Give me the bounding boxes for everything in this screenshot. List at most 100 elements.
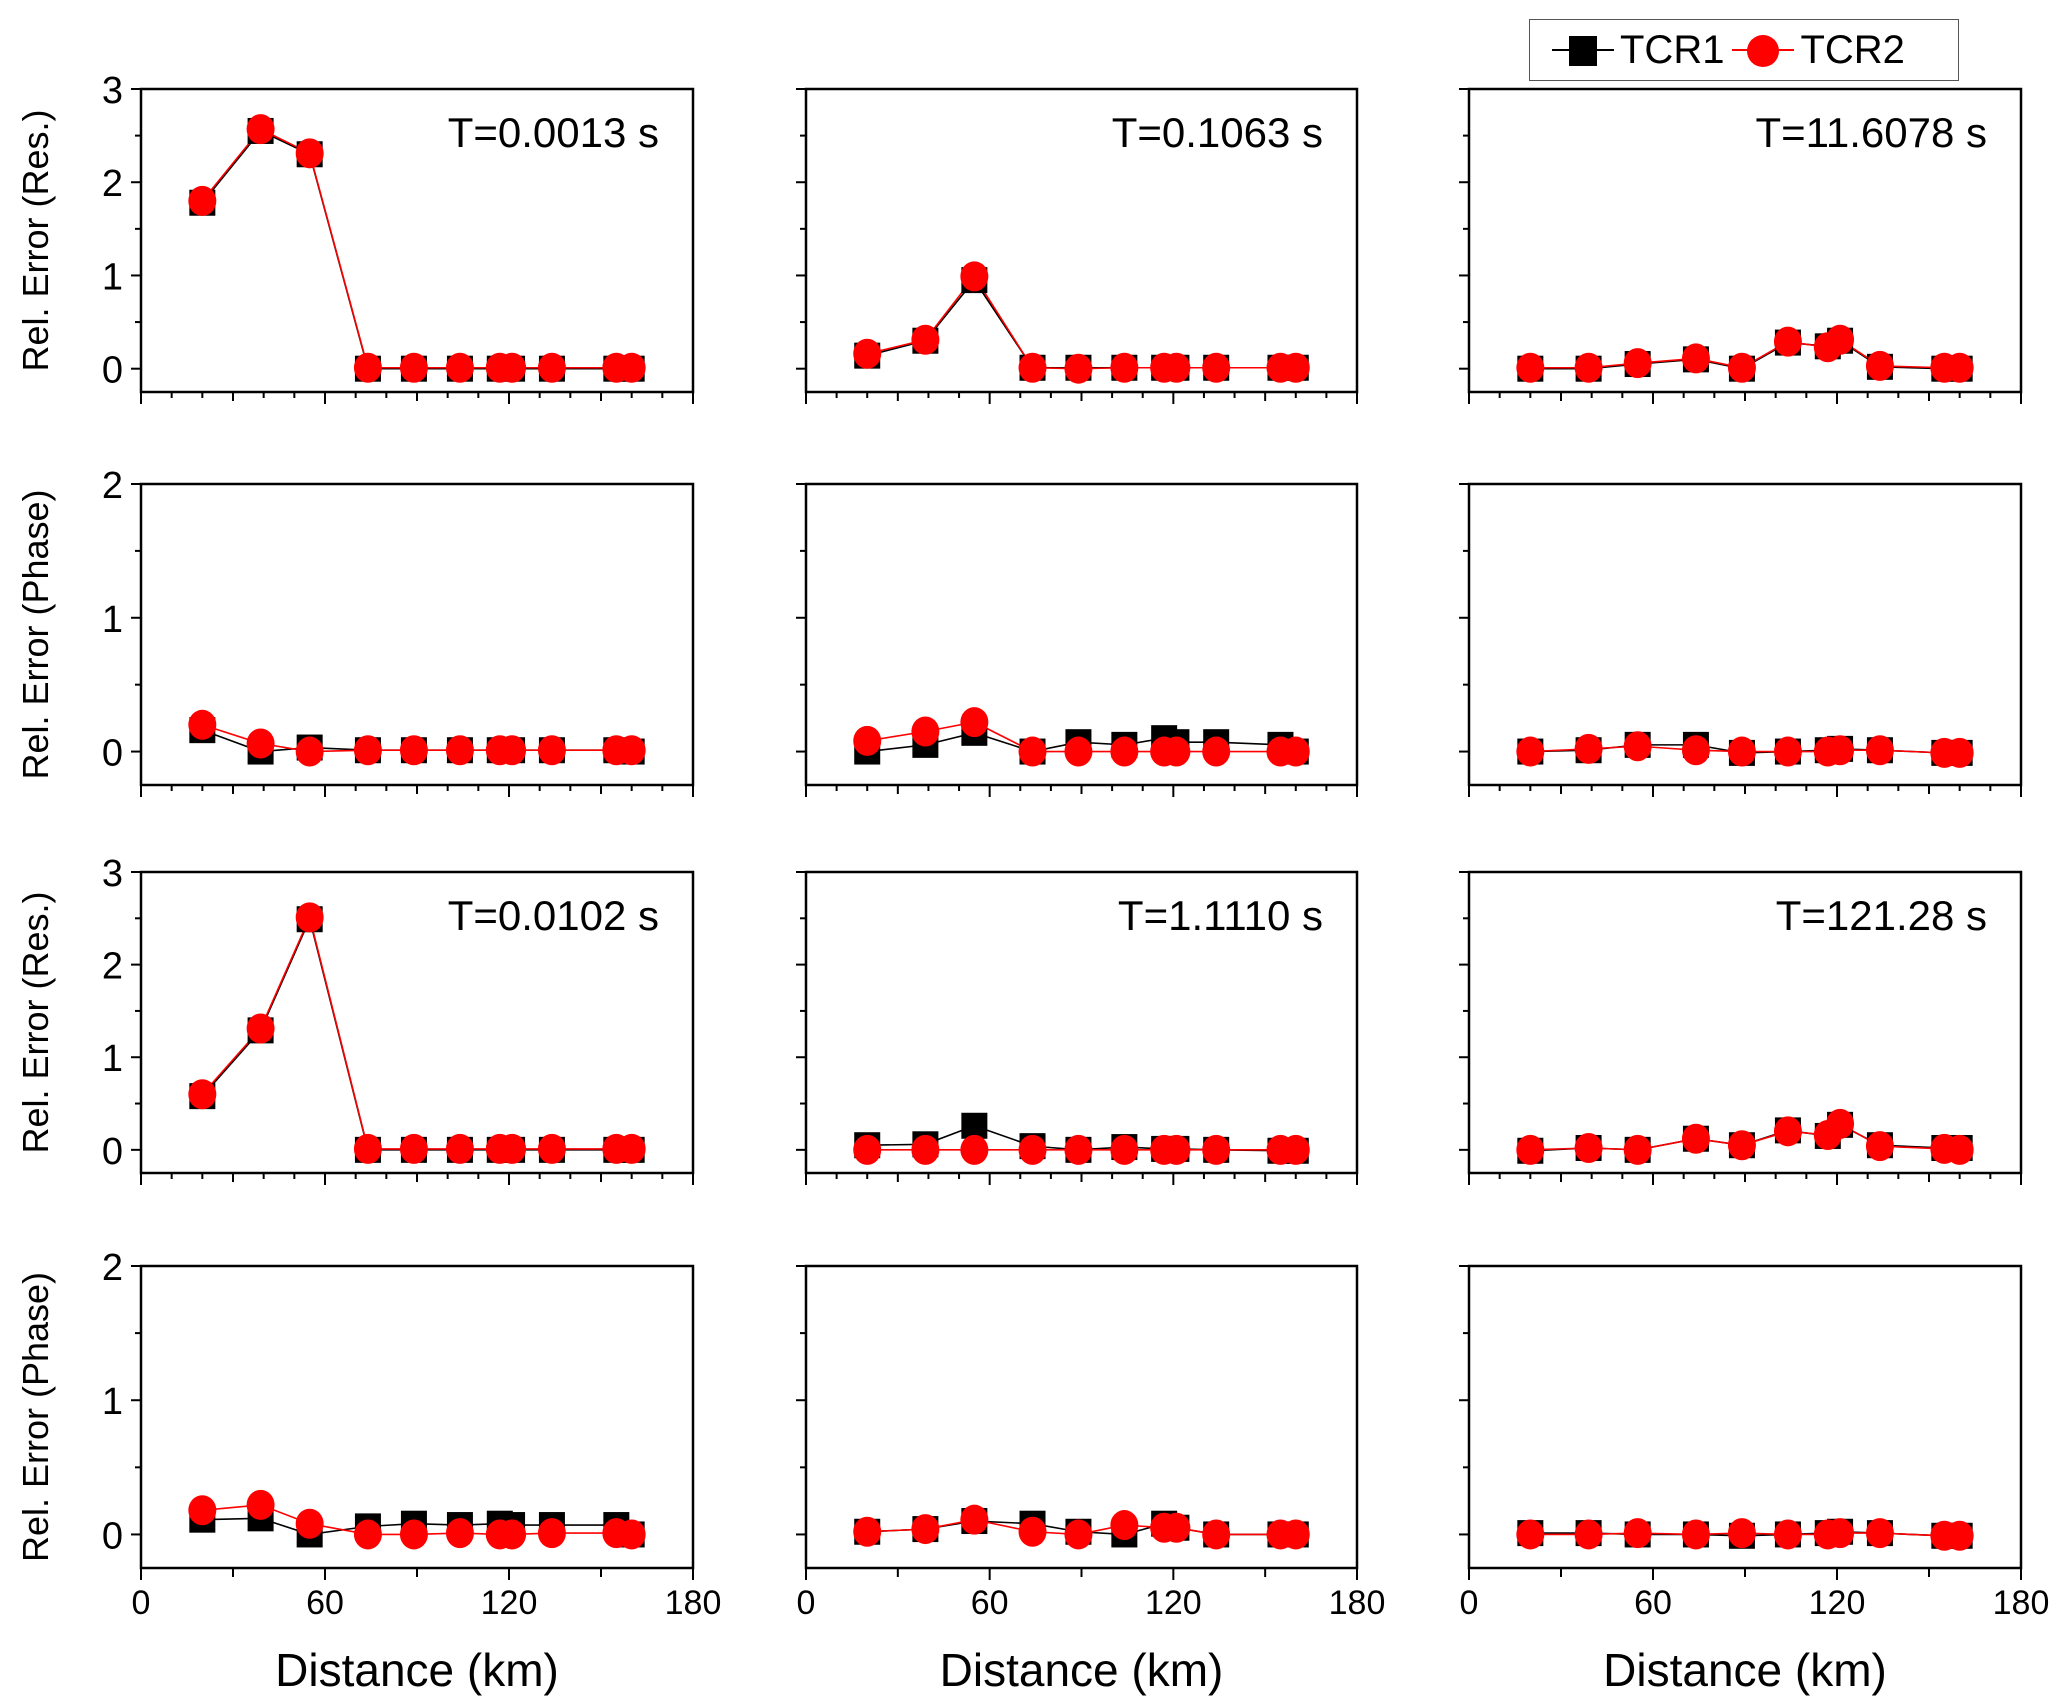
x-tick-label: 120	[1145, 1584, 1202, 1622]
x-tick-label: 120	[481, 1584, 538, 1622]
data-point-tcr2	[1623, 1518, 1652, 1549]
data-point-tcr2	[1826, 1518, 1855, 1549]
data-point-tcr2	[1773, 736, 1802, 767]
data-point-tcr2	[537, 352, 566, 383]
data-point-tcr2	[1018, 1134, 1047, 1165]
series-line-tcr1	[201, 129, 632, 370]
legend-label: TCR2	[1800, 27, 1905, 72]
data-point-tcr2	[399, 1519, 428, 1550]
data-point-tcr2	[399, 1133, 428, 1164]
data-point-tcr2	[1162, 1134, 1191, 1165]
data-point-tcr2	[1516, 736, 1545, 767]
data-point-tcr2	[853, 1134, 882, 1165]
x-tick-label: 180	[1329, 1584, 1386, 1622]
data-point-tcr2	[1681, 343, 1710, 374]
data-point-tcr2	[1202, 1134, 1231, 1165]
x-axis-label: Distance (km)	[275, 1644, 559, 1696]
data-point-tcr2	[1727, 1518, 1756, 1549]
x-tick-label: 60	[1634, 1584, 1672, 1622]
data-point-tcr2	[1281, 736, 1310, 767]
data-point-tcr2	[1574, 733, 1603, 764]
data-point-tcr2	[1623, 1134, 1652, 1165]
data-point-tcr2	[1202, 1519, 1231, 1550]
data-point-tcr2	[911, 1514, 940, 1545]
circle-marker-icon	[1732, 30, 1795, 70]
data-point-tcr2	[1681, 735, 1710, 766]
data-point-tcr2	[1110, 352, 1139, 383]
data-point-tcr2	[1162, 352, 1191, 383]
y-tick-label: 1	[102, 1381, 123, 1423]
subplot-r1c0: 0 1 2 Rel. Error (Phase)	[15, 465, 695, 797]
legend-label: TCR1	[1620, 27, 1725, 72]
subplot-r2c1: T=1.1110 s	[796, 870, 1359, 1185]
legend-item-tcr2: TCR2	[1732, 27, 1905, 73]
y-tick-label: 1	[102, 256, 123, 298]
subplot-r0c0: 0 1 2 3 Rel. Error (Res.) T=0.0013 s	[15, 70, 695, 404]
data-point-tcr2	[445, 735, 474, 766]
data-point-tcr2	[537, 735, 566, 766]
data-point-tcr2	[1281, 1134, 1310, 1165]
subplot-r2c0: 0 1 2 3 Rel. Error (Res.) T=0.0102 s	[15, 853, 695, 1185]
subplot-r1c1	[796, 482, 1359, 797]
data-point-tcr2	[188, 709, 217, 740]
y-tick-label: 2	[102, 946, 123, 988]
data-point-tcr2	[1064, 736, 1093, 767]
data-point-tcr2	[1110, 736, 1139, 767]
data-point-tcr2	[960, 261, 989, 292]
data-point-tcr2	[537, 1518, 566, 1549]
x-axis-label: Distance (km)	[940, 1644, 1224, 1696]
data-point-tcr2	[1865, 1131, 1894, 1162]
y-tick-label: 2	[102, 1247, 123, 1289]
subplot-r0c1: T=0.1063 s	[796, 87, 1359, 404]
data-point-tcr2	[1018, 736, 1047, 767]
x-tick-label: 180	[1993, 1584, 2050, 1622]
y-axis-label: Rel. Error (Phase)	[15, 489, 56, 779]
data-point-tcr2	[1162, 1512, 1191, 1543]
x-tick-label: 0	[1460, 1584, 1479, 1622]
data-point-tcr2	[1574, 352, 1603, 383]
data-point-tcr2	[853, 1516, 882, 1547]
subplot-r3c0: 0 1 2 Rel. Error (Phase) 0 60 120 180 Distance (…	[15, 1247, 721, 1696]
data-point-tcr2	[617, 1519, 646, 1550]
y-tick-label: 2	[102, 465, 123, 507]
data-point-tcr2	[353, 1133, 382, 1164]
data-point-tcr2	[1945, 737, 1974, 768]
data-point-tcr2	[1826, 735, 1855, 766]
data-point-tcr2	[1162, 736, 1191, 767]
data-point-tcr2	[1064, 353, 1093, 384]
y-tick-label: 1	[102, 1038, 123, 1080]
x-tick-label: 0	[132, 1584, 151, 1622]
subplot-r3c2: 0 60 120 180 Distance (km)	[1459, 1264, 2050, 1696]
data-point-tcr2	[1516, 352, 1545, 383]
data-point-tcr2	[1202, 736, 1231, 767]
data-point-tcr2	[1826, 1108, 1855, 1139]
data-point-tcr2	[960, 1504, 989, 1535]
x-tick-label: 60	[306, 1584, 344, 1622]
data-point-tcr2	[246, 1489, 275, 1520]
data-point-tcr2	[1110, 1134, 1139, 1165]
data-point-tcr2	[853, 338, 882, 369]
subplot-r0c2: T=11.6078 s	[1459, 87, 2023, 404]
x-tick-label: 0	[797, 1584, 816, 1622]
period-annotation: T=0.1063 s	[1112, 109, 1323, 156]
x-tick-label: 120	[1809, 1584, 1866, 1622]
data-point-tcr2	[1773, 1519, 1802, 1550]
data-point-tcr2	[1727, 1130, 1756, 1161]
data-point-tcr2	[1516, 1134, 1545, 1165]
square-marker-icon	[1552, 30, 1614, 70]
data-point-tcr2	[295, 138, 324, 169]
data-point-tcr2	[1574, 1132, 1603, 1163]
data-point-tcr2	[188, 1079, 217, 1110]
y-tick-label: 0	[102, 733, 123, 775]
data-point-tcr2	[399, 352, 428, 383]
data-point-tcr2	[498, 1133, 527, 1164]
data-point-tcr2	[295, 736, 324, 767]
data-point-tcr2	[1826, 324, 1855, 355]
data-point-tcr2	[1865, 735, 1894, 766]
data-point-tcr2	[617, 352, 646, 383]
data-point-tcr2	[1110, 1510, 1139, 1541]
legend-item-tcr1: TCR1	[1552, 28, 1724, 73]
data-point-tcr2	[1064, 1134, 1093, 1165]
data-point-tcr2	[498, 735, 527, 766]
data-point-tcr2	[498, 1519, 527, 1550]
